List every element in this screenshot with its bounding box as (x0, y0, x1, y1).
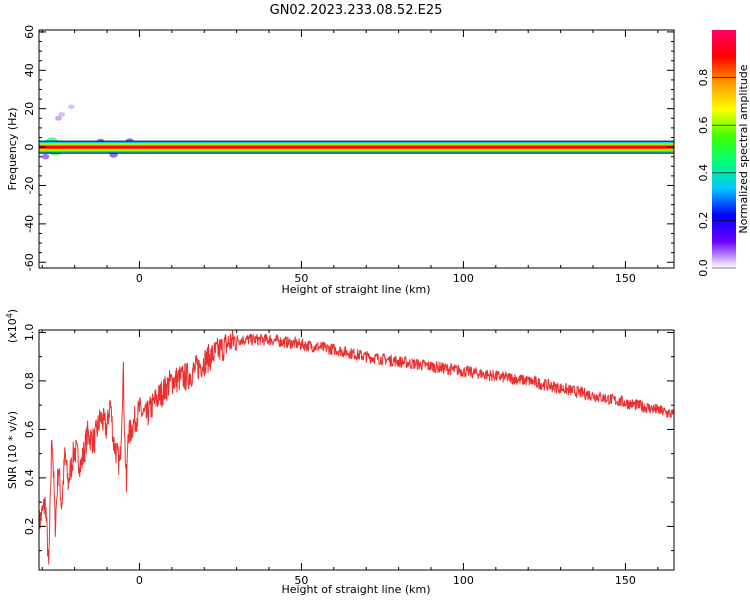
colorbar-tick-label: 0.4 (697, 164, 710, 182)
heatmap-x-axis-label: Height of straight line (km) (281, 283, 430, 296)
heatmap-y-tick-label: -40 (23, 215, 36, 233)
heatmap-ticks: 0 50 100 150 -60 -40 -20 0 20 40 60 (23, 25, 674, 285)
heatmap-y-tick-label: -60 (23, 253, 36, 271)
heatmap-x-tick-label: 0 (136, 272, 143, 285)
heatmap-y-tick-label: 0 (23, 144, 36, 151)
snr-y-tick-label: 0.4 (23, 469, 36, 487)
snr-x-tick-label: 50 (294, 574, 308, 587)
heatmap-y-tick-label: 20 (23, 102, 36, 116)
snr-y-tick-label: 0.2 (23, 518, 36, 536)
snr-series-line (39, 330, 674, 565)
colorbar-tick-label: 0.0 (697, 259, 710, 277)
heatmap-blob (41, 153, 50, 160)
heatmap-y-tick-label: -20 (23, 176, 36, 194)
heatmap-y-tick-label: 60 (23, 25, 36, 39)
heatmap-x-tick-label: 50 (294, 272, 308, 285)
figure-title: GN02.2023.233.08.52.E25 (270, 3, 443, 18)
colorbar-tick-label: 0.6 (697, 116, 710, 134)
colorbar: 0.0 0.2 0.4 0.6 0.8 Normalized spectral ampl… (697, 30, 750, 277)
snr-ticks: 0 50 100 150 0.2 0.4 0.6 0.8 1.0 (23, 324, 674, 587)
snr-y-tick-label: 1.0 (23, 324, 36, 342)
heatmap-x-tick-label: 100 (453, 272, 474, 285)
heatmap-band-core (39, 145, 674, 149)
colorbar-label: Normalized spectral amplitude (737, 64, 750, 233)
heatmap-panel: 0 50 100 150 -60 -40 -20 0 20 40 60 Height of stra… (6, 25, 675, 296)
snr-x-tick-label: 150 (615, 574, 636, 587)
heatmap-plot-frame (38, 29, 675, 269)
colorbar-ticks: 0.0 0.2 0.4 0.6 0.8 (697, 69, 736, 277)
colorbar-tick-label: 0.8 (697, 69, 710, 87)
snr-x-axis-label: Height of straight line (km) (281, 583, 430, 596)
snr-scale-label: (x104) (5, 309, 19, 343)
snr-plot-frame (38, 329, 675, 571)
snr-panel: 0 50 100 150 0.2 0.4 0.6 0.8 1.0 Height of strai… (5, 309, 675, 596)
snr-y-tick-label: 0.8 (23, 372, 36, 390)
snr-x-tick-label: 0 (136, 574, 143, 587)
snr-y-tick-label: 0.6 (23, 421, 36, 439)
heatmap-blob (54, 115, 62, 121)
snr-x-tick-label: 100 (453, 574, 474, 587)
heatmap-blob (58, 112, 66, 117)
snr-y-axis-label: SNR (10 * v/v) (6, 411, 19, 489)
heatmap-blob (68, 104, 75, 110)
colorbar-gradient (712, 30, 736, 268)
heatmap-data (39, 104, 674, 160)
heatmap-y-tick-label: 40 (23, 63, 36, 77)
heatmap-x-tick-label: 150 (615, 272, 636, 285)
colorbar-tick-label: 0.2 (697, 212, 710, 230)
heatmap-y-axis-label: Frequency (Hz) (6, 108, 19, 191)
